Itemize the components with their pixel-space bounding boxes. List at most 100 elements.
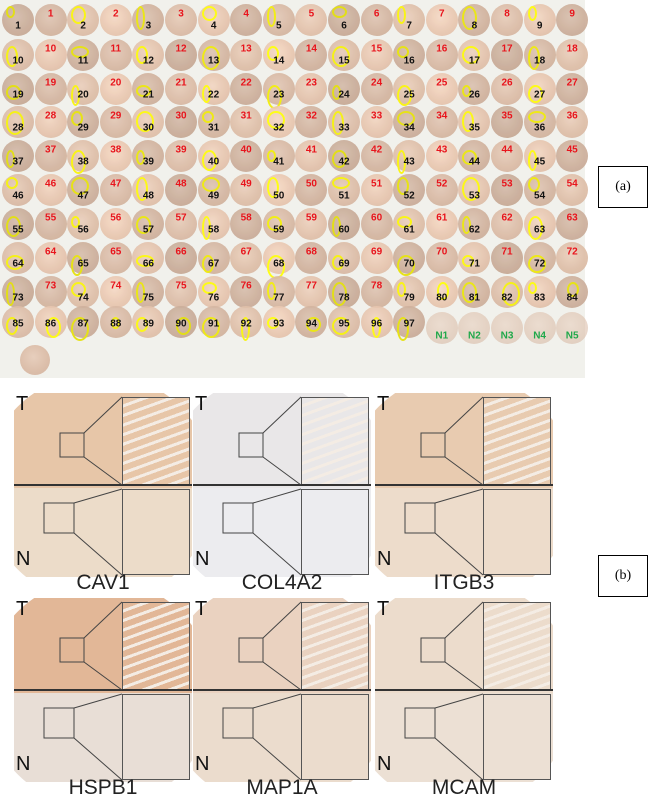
tissue-core	[556, 73, 589, 105]
core-number-label: 64	[12, 258, 24, 270]
core-number-label: 97	[403, 318, 415, 330]
core-number-label: 36	[566, 110, 578, 122]
core-number-label: 78	[371, 280, 383, 292]
core-number-label: 33	[338, 122, 350, 134]
core-number-label: 91	[208, 318, 220, 330]
core-number-label: 51	[338, 190, 350, 202]
core-number-label: 57	[142, 224, 154, 236]
core-number-label: 88	[110, 318, 122, 330]
annotation-outline	[462, 46, 481, 64]
core-number-label: 79	[403, 292, 415, 304]
zoom-connector	[43, 396, 123, 576]
tissue-core	[523, 106, 556, 138]
tissue-core	[393, 140, 426, 174]
tissue-core	[295, 73, 328, 105]
annotation-outline	[397, 150, 407, 174]
tissue-core	[393, 4, 426, 36]
tissue-core	[34, 106, 67, 138]
core-number-label: 46	[12, 190, 24, 202]
core-number-label: 93	[273, 318, 285, 330]
core-number-label: 78	[338, 292, 350, 304]
tissue-core	[165, 39, 197, 71]
tumor-label: T	[16, 393, 29, 415]
core-number-label: 37	[12, 156, 24, 168]
tissue-core	[230, 306, 263, 341]
core-number-label: 96	[371, 318, 383, 330]
core-number-label: 66	[175, 246, 187, 258]
tissue-core	[491, 208, 523, 240]
tissue-core	[67, 73, 100, 106]
tissue-core	[34, 208, 67, 240]
tissue-core	[34, 4, 67, 36]
tissue-core	[458, 73, 491, 105]
core-number-label: 50	[305, 178, 317, 190]
core-number-label: 74	[77, 292, 89, 304]
core-number-label: 43	[436, 144, 448, 156]
core-number-label: 69	[371, 246, 383, 258]
tissue-core	[67, 174, 100, 206]
tissue-core	[523, 4, 556, 36]
core-number-label: 1	[47, 8, 54, 20]
core-number-label: 12	[175, 43, 187, 55]
normal-zoom-inset	[483, 694, 551, 780]
annotation-outline	[45, 317, 61, 338]
tissue-core	[523, 73, 556, 105]
tissue-core	[458, 106, 491, 138]
core-number-label: N5	[565, 330, 579, 342]
annotation-outline	[462, 282, 478, 303]
tissue-core	[556, 4, 589, 36]
tissue-core	[262, 242, 295, 279]
annotation-outline	[332, 46, 350, 67]
annotation-outline	[201, 111, 214, 123]
tissue-core	[393, 242, 426, 276]
tissue-core	[556, 208, 589, 240]
tissue-core	[34, 140, 67, 172]
tissue-core	[491, 39, 523, 71]
tissue-core	[34, 276, 67, 308]
tissue-core	[425, 242, 458, 274]
tissue-core	[393, 174, 426, 206]
core-number-label: 41	[273, 156, 285, 168]
tissue-core	[491, 4, 523, 36]
core-number-label: 57	[175, 212, 187, 224]
tissue-core	[458, 39, 491, 71]
core-number-label: 24	[338, 89, 350, 101]
annotation-outline	[462, 85, 472, 97]
core-number-label: 58	[208, 224, 220, 236]
normal-label: N	[195, 753, 210, 775]
core-number-label: 19	[12, 89, 24, 101]
tissue-core	[2, 174, 34, 206]
tissue-core	[491, 242, 523, 274]
core-number-label: 62	[468, 224, 480, 236]
tissue-core	[328, 106, 360, 138]
tissue-core	[360, 106, 393, 138]
core-number-label: N3	[500, 330, 514, 342]
tissue-core	[67, 4, 100, 36]
tissue-core	[393, 276, 426, 308]
annotation-outline	[71, 255, 84, 276]
tissue-core	[458, 208, 491, 240]
core-number-label: 44	[468, 156, 480, 168]
tissue-core	[556, 312, 589, 344]
annotation-outline	[462, 6, 478, 30]
tissue-core	[20, 345, 50, 375]
annotation-outline	[332, 150, 347, 168]
tissue-core	[360, 242, 393, 274]
core-number-label: 30	[142, 122, 154, 134]
core-number-label: 8	[504, 8, 510, 20]
annotation-outline	[397, 216, 413, 228]
core-number-label: 49	[240, 178, 252, 190]
tissue-core	[458, 4, 491, 36]
annotation-outline	[136, 150, 146, 165]
tissue-core	[99, 208, 132, 240]
core-number-label: 46	[45, 178, 57, 190]
annotation-outline	[266, 317, 279, 329]
core-number-label: 9	[536, 20, 543, 32]
tissue-core	[360, 73, 393, 105]
tissue-microarray-image: 1 1 2 2 3 3 4 4 5 5 6 6 7 7 8 8 9 9 10 10 11 11 12 12 13 13 14 14 15…	[0, 0, 589, 378]
tumor-zoom-inset	[122, 602, 190, 690]
annotation-outline	[71, 282, 87, 297]
annotation-outline	[201, 46, 220, 70]
tissue-core	[393, 39, 426, 71]
tissue-core	[262, 174, 295, 206]
